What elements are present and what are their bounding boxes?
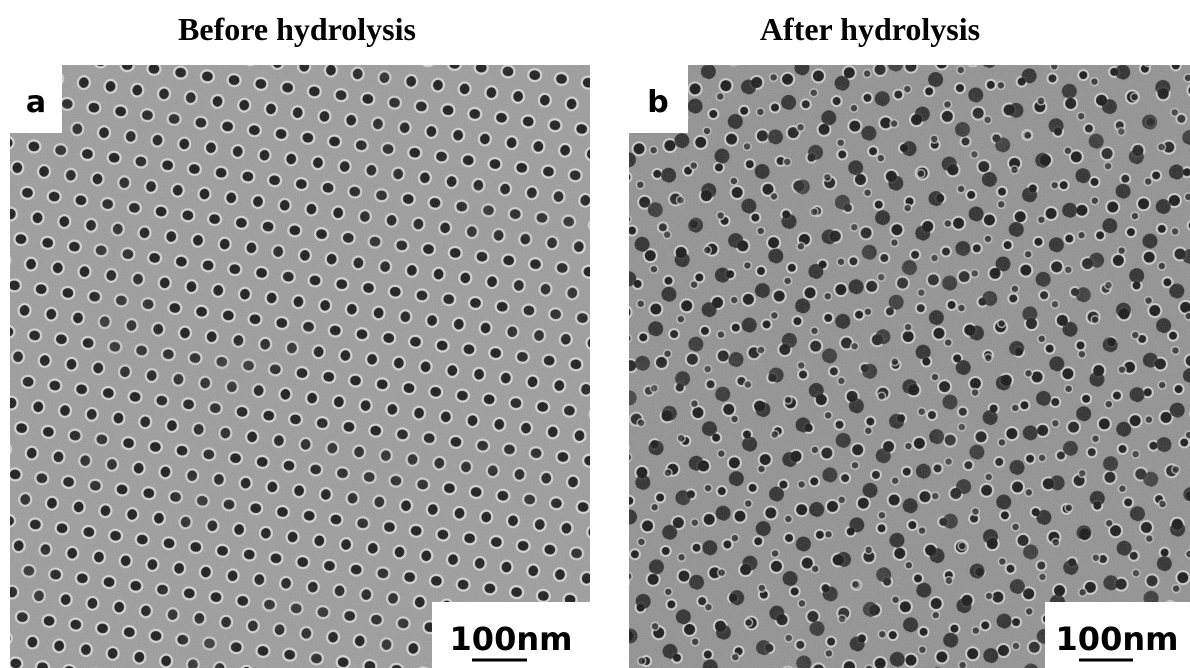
panel-label: b bbox=[647, 85, 668, 120]
scale-bar-label: 100nm bbox=[1056, 620, 1179, 658]
sem-image bbox=[629, 65, 1190, 668]
scale-bar-label: 100nm bbox=[450, 620, 573, 658]
panel-title: Before hydrolysis bbox=[178, 11, 416, 47]
sem-image bbox=[10, 65, 590, 668]
panel-label: a bbox=[26, 85, 46, 120]
figure: Before hydrolysis After hydrolysis a b 1… bbox=[0, 0, 1190, 668]
panel-title: After hydrolysis bbox=[760, 11, 980, 47]
